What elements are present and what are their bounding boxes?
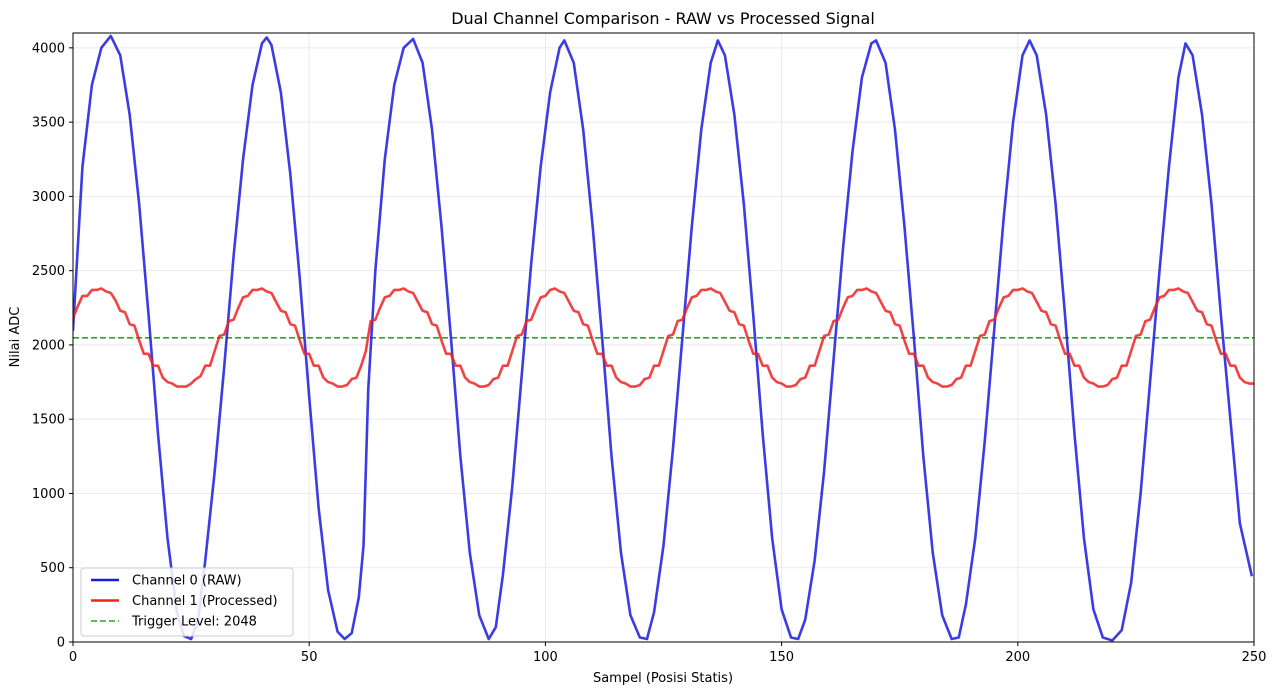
chart-title: Dual Channel Comparison - RAW vs Process… — [451, 9, 875, 28]
x-axis-label: Sampel (Posisi Statis) — [593, 671, 733, 686]
y-tick-label: 1500 — [32, 413, 65, 428]
y-tick-label: 1000 — [32, 487, 65, 502]
plot-frame — [72, 32, 1255, 643]
y-tick-label: 500 — [40, 561, 65, 576]
legend-label-1: Channel 1 (Processed) — [132, 594, 278, 609]
x-tick-label: 200 — [1005, 650, 1030, 665]
y-axis-label: Nilai ADC — [8, 307, 23, 368]
series-line-1 — [73, 287, 1254, 388]
x-tick-label: 50 — [301, 650, 318, 665]
y-tick-label: 2000 — [32, 338, 65, 353]
y-tick-label: 4000 — [32, 41, 65, 56]
legend-label-2: Trigger Level: 2048 — [131, 615, 257, 630]
y-tick-label: 2500 — [32, 264, 65, 279]
x-tick-label: 100 — [533, 650, 558, 665]
y-axis-ticks: 0 500 1000 1500 2000 2500 3000 3500 4000 — [32, 41, 73, 651]
x-axis-ticks: 0 50 100 150 200 250 — [69, 642, 1267, 665]
y-tick-label: 3500 — [32, 116, 65, 131]
series-line-0 — [73, 34, 1253, 642]
legend-box — [80, 567, 294, 637]
x-tick-label: 0 — [69, 650, 77, 665]
y-tick-label: 0 — [57, 636, 65, 651]
legend: Channel 0 (RAW) Channel 1 (Processed) Trig… — [80, 567, 294, 637]
legend-label-0: Channel 0 (RAW) — [132, 574, 242, 589]
plot-series-group — [73, 34, 1254, 642]
x-tick-label: 150 — [769, 650, 794, 665]
y-tick-label: 3000 — [32, 190, 65, 205]
x-tick-label: 250 — [1242, 650, 1267, 665]
